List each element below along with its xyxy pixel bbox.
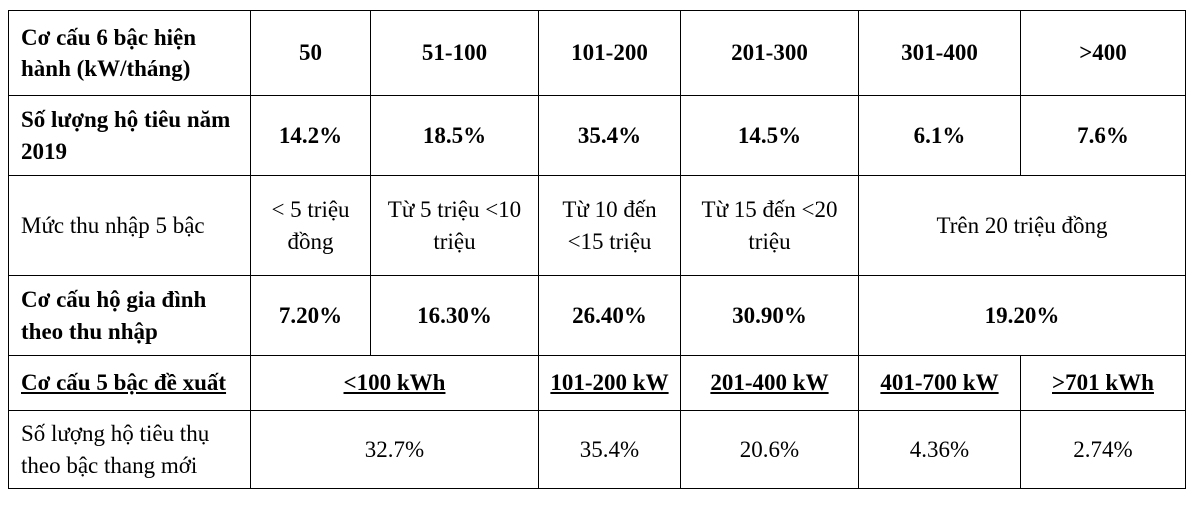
cell: 14.5% xyxy=(680,95,859,176)
cell: Cơ cấu 5 bậc đề xuất xyxy=(8,355,251,411)
row: Cơ cấu 6 bậc hiện hành (kW/tháng) 50 51-… xyxy=(8,10,1186,96)
cell: 19.20% xyxy=(858,275,1186,356)
cell: 35.4% xyxy=(538,95,681,176)
row: Cơ cấu 5 bậc đề xuất <100 kWh 101-200 kW… xyxy=(8,355,1186,411)
row: Mức thu nhập 5 bậc < 5 triệu đồng Từ 5 t… xyxy=(8,175,1186,276)
cell: 301-400 xyxy=(858,10,1021,96)
cell: 2.74% xyxy=(1020,410,1186,489)
cell: Trên 20 triệu đồng xyxy=(858,175,1186,276)
row: Số lượng hộ tiêu năm 2019 14.2% 18.5% 35… xyxy=(8,95,1186,176)
cell: >400 xyxy=(1020,10,1186,96)
cell: 7.6% xyxy=(1020,95,1186,176)
cell: Cơ cấu hộ gia đình theo thu nhập xyxy=(8,275,251,356)
cell: 50 xyxy=(250,10,371,96)
cell: <100 kWh xyxy=(250,355,539,411)
row: Số lượng hộ tiêu thụ theo bậc thang mới … xyxy=(8,410,1186,489)
cell: 14.2% xyxy=(250,95,371,176)
cell: 4.36% xyxy=(858,410,1021,489)
cell: Từ 5 triệu <10 triệu xyxy=(370,175,539,276)
cell: Từ 10 đến <15 triệu xyxy=(538,175,681,276)
cell: Số lượng hộ tiêu thụ theo bậc thang mới xyxy=(8,410,251,489)
cell: 20.6% xyxy=(680,410,859,489)
cell: >701 kWh xyxy=(1020,355,1186,411)
cell: 401-700 kW xyxy=(858,355,1021,411)
cell: 16.30% xyxy=(370,275,539,356)
cell: Từ 15 đến <20 triệu xyxy=(680,175,859,276)
cell: 51-100 xyxy=(370,10,539,96)
cell: 101-200 kW xyxy=(538,355,681,411)
cell: 30.90% xyxy=(680,275,859,356)
cell: Cơ cấu 6 bậc hiện hành (kW/tháng) xyxy=(8,10,251,96)
cell: 35.4% xyxy=(538,410,681,489)
row: Cơ cấu hộ gia đình theo thu nhập 7.20% 1… xyxy=(8,275,1186,356)
cell: 7.20% xyxy=(250,275,371,356)
cell: 32.7% xyxy=(250,410,539,489)
cell: 201-400 kW xyxy=(680,355,859,411)
cell: 101-200 xyxy=(538,10,681,96)
tariff-table: Cơ cấu 6 bậc hiện hành (kW/tháng) 50 51-… xyxy=(8,10,1186,489)
cell: Số lượng hộ tiêu năm 2019 xyxy=(8,95,251,176)
cell: 6.1% xyxy=(858,95,1021,176)
cell: Mức thu nhập 5 bậc xyxy=(8,175,251,276)
cell: < 5 triệu đồng xyxy=(250,175,371,276)
cell: 201-300 xyxy=(680,10,859,96)
cell: 26.40% xyxy=(538,275,681,356)
cell: 18.5% xyxy=(370,95,539,176)
